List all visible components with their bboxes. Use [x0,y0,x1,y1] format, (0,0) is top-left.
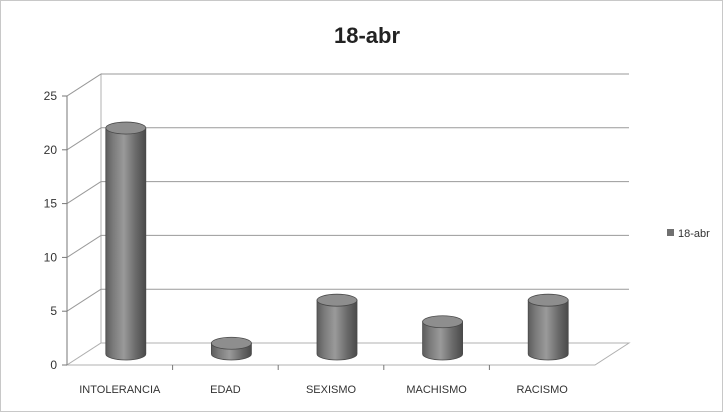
bar-body [422,321,463,361]
x-tick-label: MACHISMO [406,384,467,396]
y-tick-label: 10 [44,250,58,264]
chart-walls [65,73,631,366]
bar-body [105,127,147,361]
x-axis-labels: INTOLERANCIA EDAD SEXISMO MACHISMO RACISMO [79,365,568,396]
y-tick-label: 15 [44,197,58,211]
bar [210,336,252,361]
bar-body [527,299,569,361]
bar [105,121,147,361]
y-axis-ticks: 0 5 10 15 20 25 [44,89,58,372]
bar-body [316,299,358,361]
gridline-depth [66,234,102,258]
bar [316,293,358,361]
x-tick-label: SEXISMO [306,384,357,396]
legend-swatch [667,229,674,236]
legend-label: 18-abr [678,228,710,240]
y-tick-label: 5 [50,304,57,318]
bar [422,315,464,361]
gridline-depth [66,127,102,151]
bar-top [422,315,464,329]
gridline-depth [66,181,102,205]
y-tick-label: 20 [44,143,58,157]
x-tick-label: RACISMO [517,384,569,396]
bar-top [105,121,147,135]
bar-top [210,336,252,350]
chart-title: 18-abr [334,23,400,48]
y-tick-label: 0 [50,358,57,372]
side-wall [66,73,102,366]
bar-top [316,293,358,307]
y-tick-label: 25 [44,89,58,103]
x-tick-label: INTOLERANCIA [79,384,161,396]
legend: 18-abr [667,228,710,240]
bar-top [527,293,569,307]
gridlines [62,73,629,366]
gridline-depth [66,73,102,97]
gridline-depth [66,288,102,312]
x-tick-label: EDAD [210,384,241,396]
bars [105,121,569,361]
bar [527,293,569,361]
